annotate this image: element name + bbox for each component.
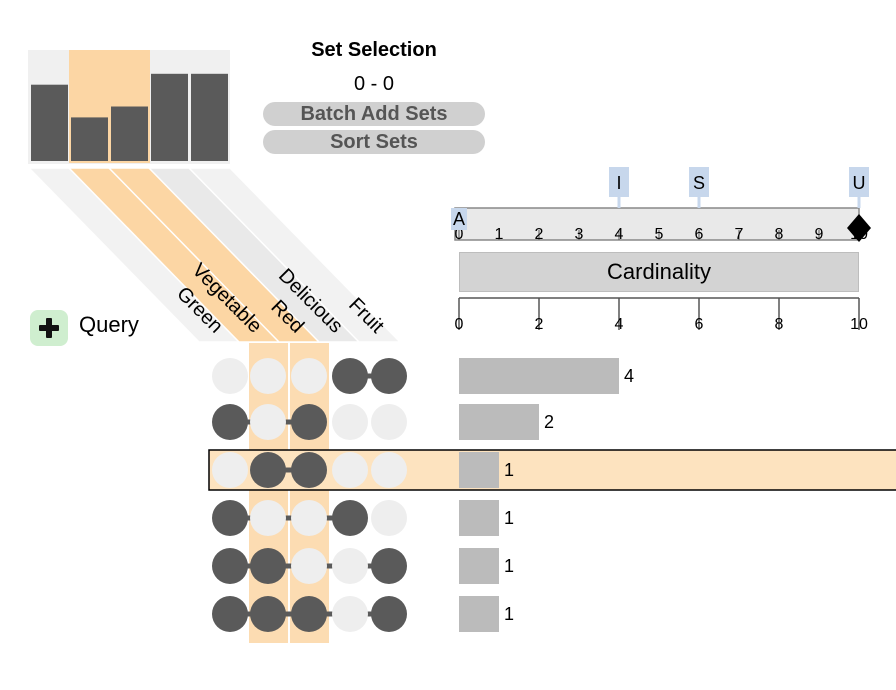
member-dot xyxy=(212,596,248,632)
set-selection-title: Set Selection xyxy=(311,39,437,61)
set-connector-band xyxy=(187,167,402,343)
member-dot xyxy=(291,596,327,632)
set-size-bar[interactable] xyxy=(111,106,148,162)
nonmember-dot xyxy=(332,452,368,488)
member-dot xyxy=(212,500,248,536)
degree-marker-label[interactable]: S xyxy=(693,173,705,193)
degree-marker-bg[interactable] xyxy=(451,208,467,230)
cardinality-bar[interactable] xyxy=(459,404,539,440)
nonmember-dot xyxy=(291,500,327,536)
cardinality-bar-label: 1 xyxy=(504,460,514,480)
degree-axis-tick-label: 9 xyxy=(815,226,824,243)
member-dot xyxy=(212,404,248,440)
degree-axis-tick-label: 7 xyxy=(735,226,744,243)
degree-marker-label[interactable]: I xyxy=(616,173,621,193)
member-dot xyxy=(250,596,286,632)
member-dot xyxy=(212,548,248,584)
nonmember-dot xyxy=(332,548,368,584)
cardinality-axis-tick-label: 0 xyxy=(455,316,464,333)
degree-axis-tick-label: 1 xyxy=(495,226,504,243)
cardinality-bar-label: 2 xyxy=(544,412,554,432)
set-size-bar[interactable] xyxy=(191,73,228,161)
nonmember-dot xyxy=(291,358,327,394)
member-dot xyxy=(371,358,407,394)
degree-marker-bg[interactable] xyxy=(849,167,869,197)
batch-add-sets-button[interactable]: Batch Add Sets xyxy=(263,102,485,126)
degree-marker-label[interactable]: A xyxy=(453,209,465,229)
member-dot xyxy=(291,404,327,440)
add-query-icon[interactable] xyxy=(30,310,68,346)
cardinality-bar[interactable] xyxy=(459,500,499,536)
member-dot xyxy=(371,548,407,584)
cardinality-header[interactable]: Cardinality xyxy=(459,252,859,292)
cardinality-bar-label: 4 xyxy=(624,366,634,386)
degree-axis-tick-label: 2 xyxy=(535,226,544,243)
nonmember-dot xyxy=(371,452,407,488)
nonmember-dot xyxy=(212,358,248,394)
sort-sets-button[interactable]: Sort Sets xyxy=(263,130,485,154)
cardinality-bar[interactable] xyxy=(459,596,499,632)
nonmember-dot xyxy=(250,358,286,394)
nonmember-dot xyxy=(250,404,286,440)
degree-axis-tick-label: 5 xyxy=(655,226,664,243)
degree-marker-bg[interactable] xyxy=(609,167,629,197)
nonmember-dot xyxy=(250,500,286,536)
set-size-bar[interactable] xyxy=(71,117,108,161)
member-dot xyxy=(332,358,368,394)
degree-axis-tick-label: 3 xyxy=(575,226,584,243)
set-size-bar[interactable] xyxy=(151,73,188,161)
cardinality-bar[interactable] xyxy=(459,452,499,488)
nonmember-dot xyxy=(332,404,368,440)
cardinality-bar-label: 1 xyxy=(504,604,514,624)
member-dot xyxy=(332,500,368,536)
degree-axis-tick-label: 8 xyxy=(775,226,784,243)
member-dot xyxy=(250,548,286,584)
set-size-bar[interactable] xyxy=(31,84,68,161)
cardinality-axis-tick-label: 10 xyxy=(850,316,868,333)
cardinality-bar[interactable] xyxy=(459,548,499,584)
cardinality-axis-tick-label: 4 xyxy=(615,316,624,333)
degree-axis-tick-label: 0 xyxy=(455,226,464,243)
cardinality-bar[interactable] xyxy=(459,358,619,394)
degree-axis-tick-label: 6 xyxy=(695,226,704,243)
degree-axis-track[interactable] xyxy=(454,207,860,241)
degree-marker-bg[interactable] xyxy=(689,167,709,197)
member-dot xyxy=(250,452,286,488)
cardinality-bar-label: 1 xyxy=(504,508,514,528)
member-dot xyxy=(371,596,407,632)
query-label[interactable]: Query xyxy=(79,312,139,337)
set-selection-range: 0 - 0 xyxy=(353,73,395,95)
nonmember-dot xyxy=(291,548,327,584)
cardinality-axis-tick-label: 6 xyxy=(695,316,704,333)
nonmember-dot xyxy=(371,500,407,536)
cardinality-bar-label: 1 xyxy=(504,556,514,576)
degree-axis-tick-label: 4 xyxy=(615,226,624,243)
degree-range-handle[interactable] xyxy=(847,214,871,242)
cardinality-axis-tick-label: 2 xyxy=(535,316,544,333)
cardinality-axis-tick-label: 8 xyxy=(775,316,784,333)
nonmember-dot xyxy=(332,596,368,632)
member-dot xyxy=(291,452,327,488)
degree-marker-label[interactable]: U xyxy=(853,173,866,193)
nonmember-dot xyxy=(371,404,407,440)
nonmember-dot xyxy=(212,452,248,488)
